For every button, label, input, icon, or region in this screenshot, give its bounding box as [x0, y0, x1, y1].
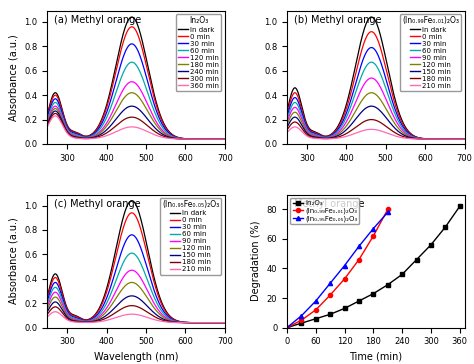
In₂O₃: [428, 243, 434, 247]
(In₀.₉₉Fe₀.₀₁)₂O₃: [299, 318, 304, 323]
(In₀.₉₉Fe₀.₀₁)₂O₃: [371, 234, 376, 238]
(In₀.₉₅Fe₀.₀₅)₂O₃: [342, 263, 347, 268]
Legend: In dark, 0 min, 30 min, 60 min, 120 min, 180 min, 240 min, 300 min, 360 min: In dark, 0 min, 30 min, 60 min, 120 min,…: [176, 15, 221, 91]
In₂O₃: [457, 204, 463, 209]
(In₀.₉₅Fe₀.₀₅)₂O₃: [385, 210, 391, 214]
Y-axis label: Degradation (%): Degradation (%): [251, 221, 261, 301]
In₂O₃: [371, 292, 376, 296]
(In₀.₉₉Fe₀.₀₁)₂O₃: [385, 207, 391, 211]
Legend: In dark, 0 min, 30 min, 60 min, 90 min, 120 min, 150 min, 180 min, 210 min: In dark, 0 min, 30 min, 60 min, 90 min, …: [400, 15, 461, 91]
Text: (b) Methyl orange: (b) Methyl orange: [294, 15, 382, 25]
Line: In₂O₃: In₂O₃: [285, 204, 462, 330]
Text: (a) Methyl orange: (a) Methyl orange: [55, 15, 142, 25]
In₂O₃: [342, 306, 347, 310]
(In₀.₉₉Fe₀.₀₁)₂O₃: [313, 308, 319, 312]
In₂O₃: [299, 321, 304, 325]
Y-axis label: Absorbance (a.u.): Absorbance (a.u.): [9, 218, 19, 304]
(In₀.₉₉Fe₀.₀₁)₂O₃: [342, 277, 347, 281]
In₂O₃: [356, 299, 362, 303]
(In₀.₉₉Fe₀.₀₁)₂O₃: [284, 325, 290, 330]
In₂O₃: [284, 325, 290, 330]
(In₀.₉₅Fe₀.₀₅)₂O₃: [313, 299, 319, 303]
(In₀.₉₅Fe₀.₀₅)₂O₃: [328, 281, 333, 285]
Legend: In₂O₃, (In₀.₉₉Fe₀.₀₁)₂O₃, (In₀.₉₅Fe₀.₀₅)₂O₃: In₂O₃, (In₀.₉₉Fe₀.₀₁)₂O₃, (In₀.₉₅Fe₀.₀₅)…: [291, 198, 359, 224]
Y-axis label: Absorbance (a.u.): Absorbance (a.u.): [9, 34, 19, 121]
(In₀.₉₉Fe₀.₀₁)₂O₃: [356, 257, 362, 262]
(In₀.₉₅Fe₀.₀₅)₂O₃: [356, 244, 362, 249]
Line: (In₀.₉₉Fe₀.₀₁)₂O₃: (In₀.₉₉Fe₀.₀₁)₂O₃: [285, 207, 390, 330]
(In₀.₉₅Fe₀.₀₅)₂O₃: [371, 226, 376, 231]
In₂O₃: [328, 312, 333, 316]
Text: (c) Methyl orange: (c) Methyl orange: [55, 198, 141, 209]
(In₀.₉₉Fe₀.₀₁)₂O₃: [328, 293, 333, 297]
Text: Methyl orange: Methyl orange: [294, 198, 365, 209]
Legend: In dark, 0 min, 30 min, 60 min, 90 min, 120 min, 150 min, 180 min, 210 min: In dark, 0 min, 30 min, 60 min, 90 min, …: [160, 198, 221, 274]
X-axis label: Time (min): Time (min): [349, 352, 402, 362]
In₂O₃: [414, 257, 419, 262]
In₂O₃: [399, 272, 405, 277]
In₂O₃: [443, 225, 448, 229]
In₂O₃: [313, 317, 319, 321]
(In₀.₉₅Fe₀.₀₅)₂O₃: [284, 325, 290, 330]
(In₀.₉₅Fe₀.₀₅)₂O₃: [299, 314, 304, 318]
In₂O₃: [385, 282, 391, 287]
Line: (In₀.₉₅Fe₀.₀₅)₂O₃: (In₀.₉₅Fe₀.₀₅)₂O₃: [285, 210, 390, 330]
X-axis label: Wavelength (nm): Wavelength (nm): [94, 352, 178, 362]
